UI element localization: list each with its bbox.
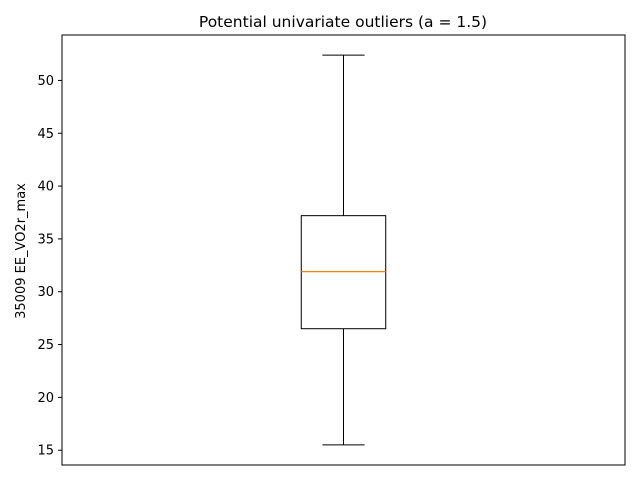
box-group [300, 54, 387, 446]
y-tick-label: 35 [37, 232, 54, 247]
y-tick-label: 20 [37, 391, 54, 406]
y-tick-label: 30 [37, 285, 54, 300]
y-tick-label: 15 [37, 444, 54, 459]
y-axis-ticks: 15 20 25 30 35 40 45 50 [37, 74, 62, 459]
y-tick-label: 25 [37, 338, 54, 353]
y-tick-label: 45 [37, 127, 54, 142]
y-axis-label: 35009 EE_VO2r_max [14, 183, 29, 319]
y-tick-label: 50 [37, 74, 54, 89]
y-tick-label: 40 [37, 180, 54, 195]
chart-title: Potential univariate outliers (a = 1.5) [199, 13, 487, 31]
plot-area-frame [61, 34, 626, 466]
